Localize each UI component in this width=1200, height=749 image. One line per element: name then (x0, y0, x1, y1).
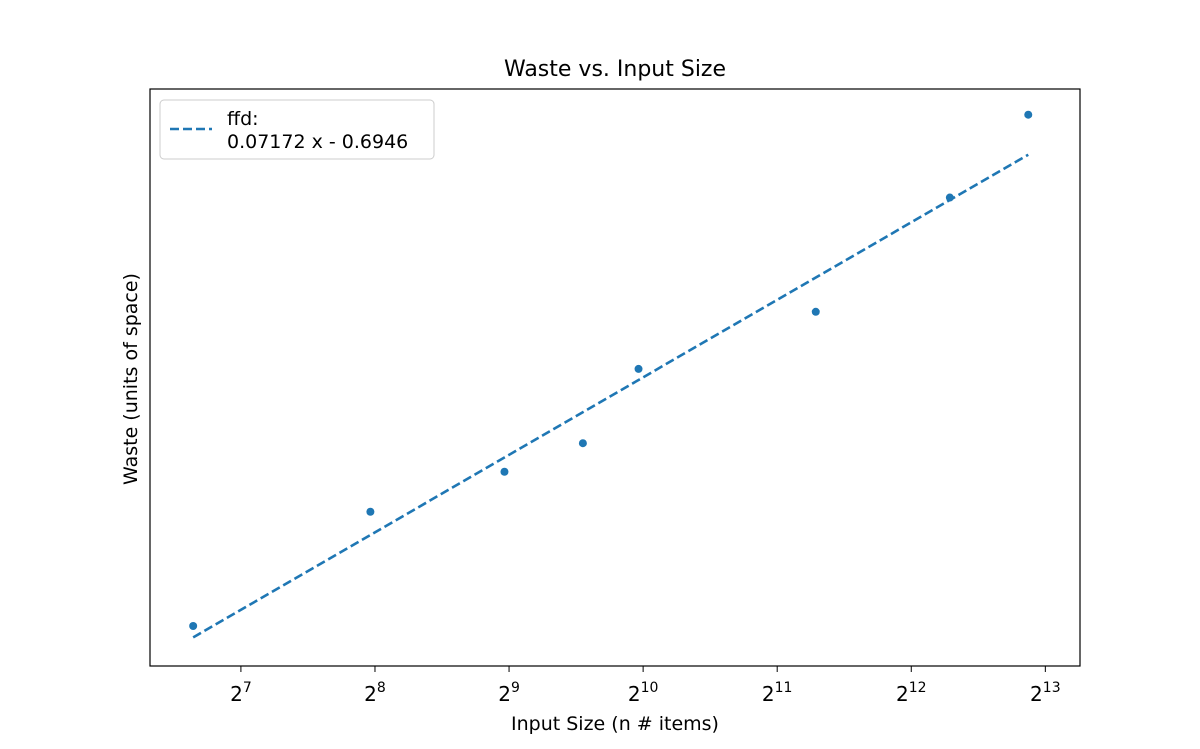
legend-label-equation: 0.07172 x - 0.6946 (227, 131, 408, 153)
x-tick-label: 211 (762, 680, 793, 706)
data-point (500, 467, 509, 476)
legend-label-series: ffd: (227, 108, 259, 130)
legend-box (159, 99, 435, 160)
data-point (1024, 110, 1033, 119)
data-point (634, 364, 643, 373)
y-axis-label: Waste (units of space) (120, 273, 142, 485)
x-tick-label: 28 (364, 680, 386, 706)
chart-marks (189, 110, 1033, 639)
x-tick-label: 212 (896, 680, 927, 706)
data-point (578, 439, 587, 448)
x-axis-label: Input Size (n # items) (511, 713, 719, 735)
fit-line (192, 153, 1029, 639)
plot-area (150, 89, 1080, 666)
legend: ffd: 0.07172 x - 0.6946 (159, 99, 435, 160)
x-axis-ticks: 27 28 29 210 211 212 213 (230, 666, 1061, 706)
x-tick-label: 210 (628, 680, 659, 706)
data-point (811, 307, 820, 316)
chart-title: Waste vs. Input Size (504, 57, 726, 82)
data-point (366, 507, 375, 516)
x-tick-label: 213 (1030, 680, 1061, 706)
x-tick-label: 29 (498, 680, 520, 706)
x-tick-label: 27 (230, 680, 252, 706)
data-point (189, 622, 198, 631)
data-point (945, 193, 954, 202)
plot-frame (149, 88, 1081, 667)
